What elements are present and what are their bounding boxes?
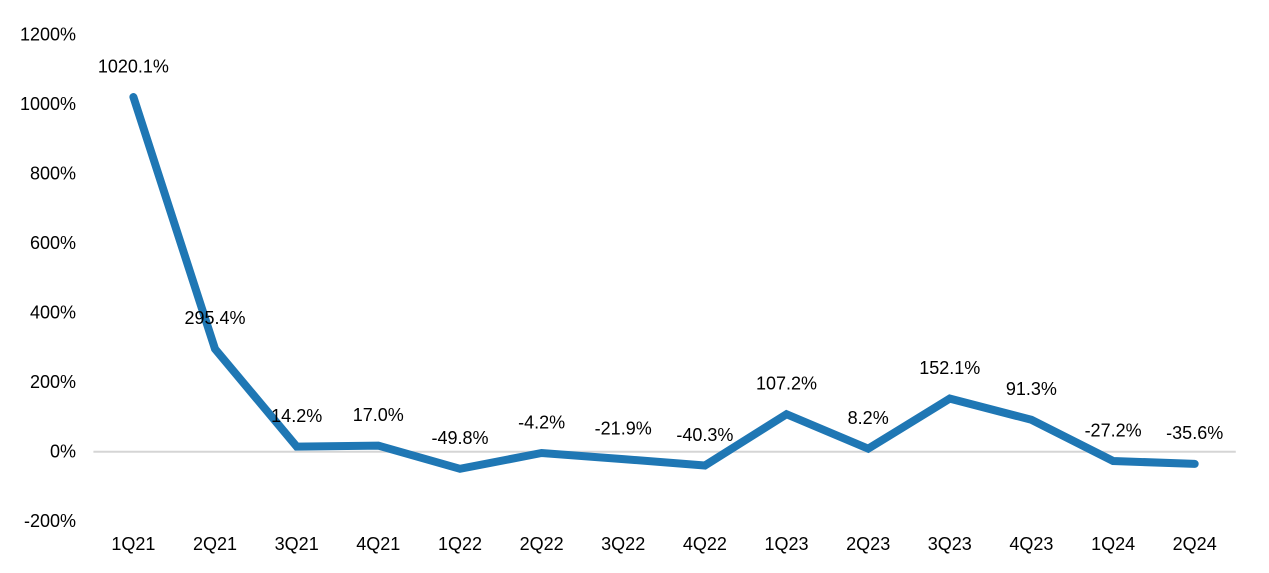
svg-text:-21.9%: -21.9%: [595, 418, 652, 438]
svg-text:-200%: -200%: [24, 511, 76, 531]
svg-text:0%: 0%: [50, 442, 76, 462]
svg-text:8.2%: 8.2%: [848, 408, 889, 428]
svg-text:2Q21: 2Q21: [193, 534, 237, 554]
svg-text:2Q23: 2Q23: [846, 534, 890, 554]
svg-text:2Q24: 2Q24: [1173, 534, 1217, 554]
svg-text:4Q23: 4Q23: [1009, 534, 1053, 554]
svg-text:152.1%: 152.1%: [919, 358, 980, 378]
svg-text:200%: 200%: [30, 372, 76, 392]
svg-text:17.0%: 17.0%: [353, 405, 404, 425]
svg-text:400%: 400%: [30, 303, 76, 323]
svg-text:4Q21: 4Q21: [356, 534, 400, 554]
svg-text:-40.3%: -40.3%: [676, 425, 733, 445]
svg-text:91.3%: 91.3%: [1006, 379, 1057, 399]
svg-text:1200%: 1200%: [20, 25, 76, 45]
svg-text:1Q24: 1Q24: [1091, 534, 1135, 554]
svg-text:1Q21: 1Q21: [111, 534, 155, 554]
svg-text:-35.6%: -35.6%: [1166, 423, 1223, 443]
svg-text:3Q21: 3Q21: [275, 534, 319, 554]
svg-text:1020.1%: 1020.1%: [98, 56, 169, 76]
svg-text:1Q22: 1Q22: [438, 534, 482, 554]
svg-text:1Q23: 1Q23: [764, 534, 808, 554]
svg-text:295.4%: 295.4%: [184, 308, 245, 328]
svg-text:3Q22: 3Q22: [601, 534, 645, 554]
svg-text:107.2%: 107.2%: [756, 374, 817, 394]
svg-text:800%: 800%: [30, 164, 76, 184]
svg-text:-27.2%: -27.2%: [1085, 420, 1142, 440]
svg-text:2Q22: 2Q22: [520, 534, 564, 554]
svg-text:600%: 600%: [30, 233, 76, 253]
svg-text:1000%: 1000%: [20, 94, 76, 114]
svg-text:14.2%: 14.2%: [271, 406, 322, 426]
svg-text:3Q23: 3Q23: [928, 534, 972, 554]
svg-text:-49.8%: -49.8%: [431, 428, 488, 448]
svg-text:4Q22: 4Q22: [683, 534, 727, 554]
svg-text:-4.2%: -4.2%: [518, 412, 565, 432]
